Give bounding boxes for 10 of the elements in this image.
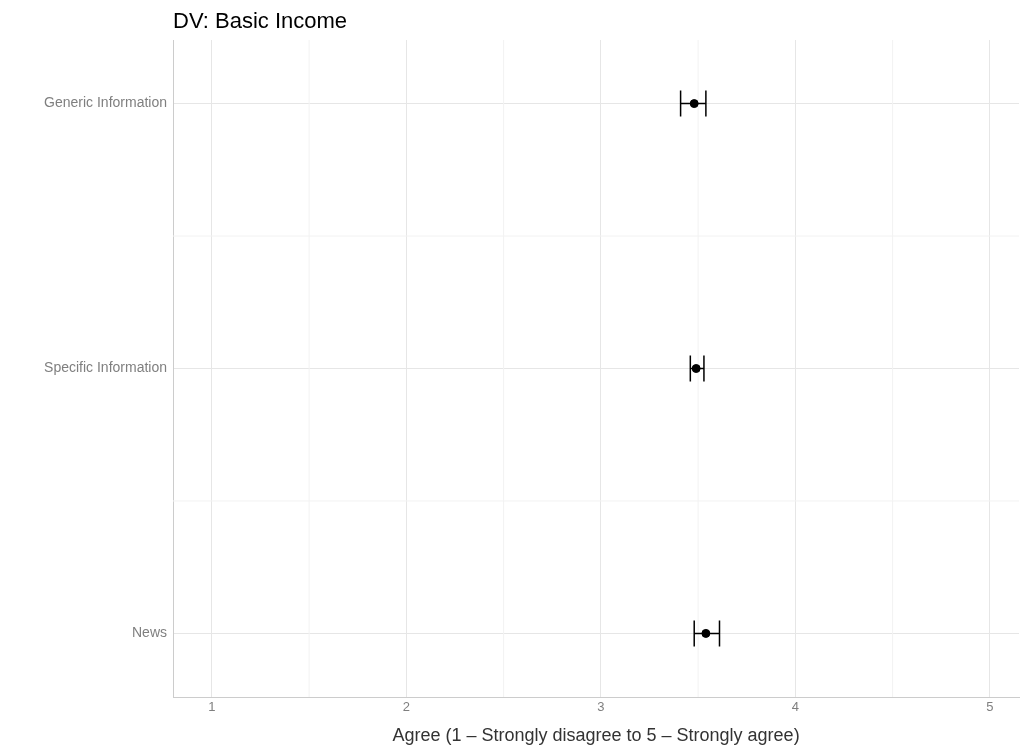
y-tick-label: Specific Information	[44, 359, 167, 376]
x-tick-label: 1	[208, 699, 216, 715]
y-tick-label: News	[131, 624, 167, 641]
x-tick-label: 4	[791, 699, 799, 715]
x-tick-label: 3	[597, 699, 605, 715]
x-tick-label: 5	[986, 699, 994, 715]
x-axis-title: Agree (1 – Strongly disagree to 5 – Strongly agree)	[392, 725, 800, 746]
x-tick-label: 2	[402, 699, 410, 715]
y-tick-label: Generic Information	[44, 94, 167, 111]
chart-title: DV: Basic Income	[173, 8, 348, 34]
